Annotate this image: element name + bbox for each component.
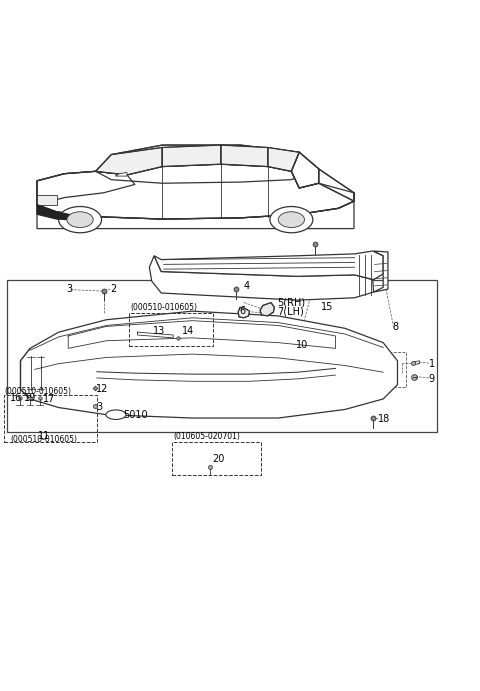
Text: 12: 12 bbox=[96, 384, 108, 395]
Text: 2: 2 bbox=[110, 284, 117, 294]
Text: 20: 20 bbox=[212, 453, 225, 464]
Polygon shape bbox=[260, 303, 275, 316]
Text: (000510-010605): (000510-010605) bbox=[130, 303, 197, 312]
Text: 7(LH): 7(LH) bbox=[277, 306, 304, 316]
Ellipse shape bbox=[67, 211, 93, 227]
Text: 3: 3 bbox=[96, 401, 102, 412]
Ellipse shape bbox=[59, 207, 102, 233]
Polygon shape bbox=[96, 145, 319, 183]
Polygon shape bbox=[115, 173, 127, 176]
Polygon shape bbox=[319, 169, 354, 201]
Polygon shape bbox=[162, 145, 221, 167]
Text: 18: 18 bbox=[378, 415, 391, 424]
Polygon shape bbox=[268, 147, 299, 171]
Polygon shape bbox=[373, 251, 388, 292]
Text: (010605-020701): (010605-020701) bbox=[173, 432, 240, 441]
Polygon shape bbox=[37, 195, 57, 205]
Text: (000510-010605): (000510-010605) bbox=[11, 435, 78, 444]
Text: 11: 11 bbox=[38, 431, 50, 441]
Polygon shape bbox=[21, 311, 397, 418]
Text: 9: 9 bbox=[429, 374, 434, 384]
Polygon shape bbox=[221, 145, 268, 167]
Text: 14: 14 bbox=[182, 326, 194, 337]
Text: 5(RH): 5(RH) bbox=[277, 298, 305, 307]
Polygon shape bbox=[37, 205, 80, 220]
Text: 15: 15 bbox=[321, 303, 334, 312]
Text: 1: 1 bbox=[429, 359, 434, 368]
Text: 3: 3 bbox=[66, 284, 72, 294]
Text: (000510-010605): (000510-010605) bbox=[5, 386, 72, 396]
Polygon shape bbox=[96, 147, 162, 175]
Text: 19: 19 bbox=[24, 393, 36, 403]
Polygon shape bbox=[154, 251, 383, 280]
Polygon shape bbox=[291, 152, 319, 188]
Polygon shape bbox=[149, 256, 373, 300]
Ellipse shape bbox=[106, 410, 126, 419]
Polygon shape bbox=[37, 164, 354, 219]
Text: 13: 13 bbox=[153, 326, 166, 337]
Text: 17: 17 bbox=[43, 394, 56, 404]
Text: 6: 6 bbox=[239, 306, 245, 316]
Text: 10: 10 bbox=[296, 341, 309, 350]
Text: 8: 8 bbox=[393, 323, 399, 332]
Text: 4: 4 bbox=[244, 281, 250, 291]
Text: 5010: 5010 bbox=[123, 410, 148, 419]
Polygon shape bbox=[37, 193, 354, 229]
Polygon shape bbox=[238, 307, 250, 318]
Ellipse shape bbox=[270, 207, 313, 233]
Text: 16: 16 bbox=[10, 393, 22, 403]
Polygon shape bbox=[37, 171, 135, 205]
Ellipse shape bbox=[278, 211, 304, 227]
